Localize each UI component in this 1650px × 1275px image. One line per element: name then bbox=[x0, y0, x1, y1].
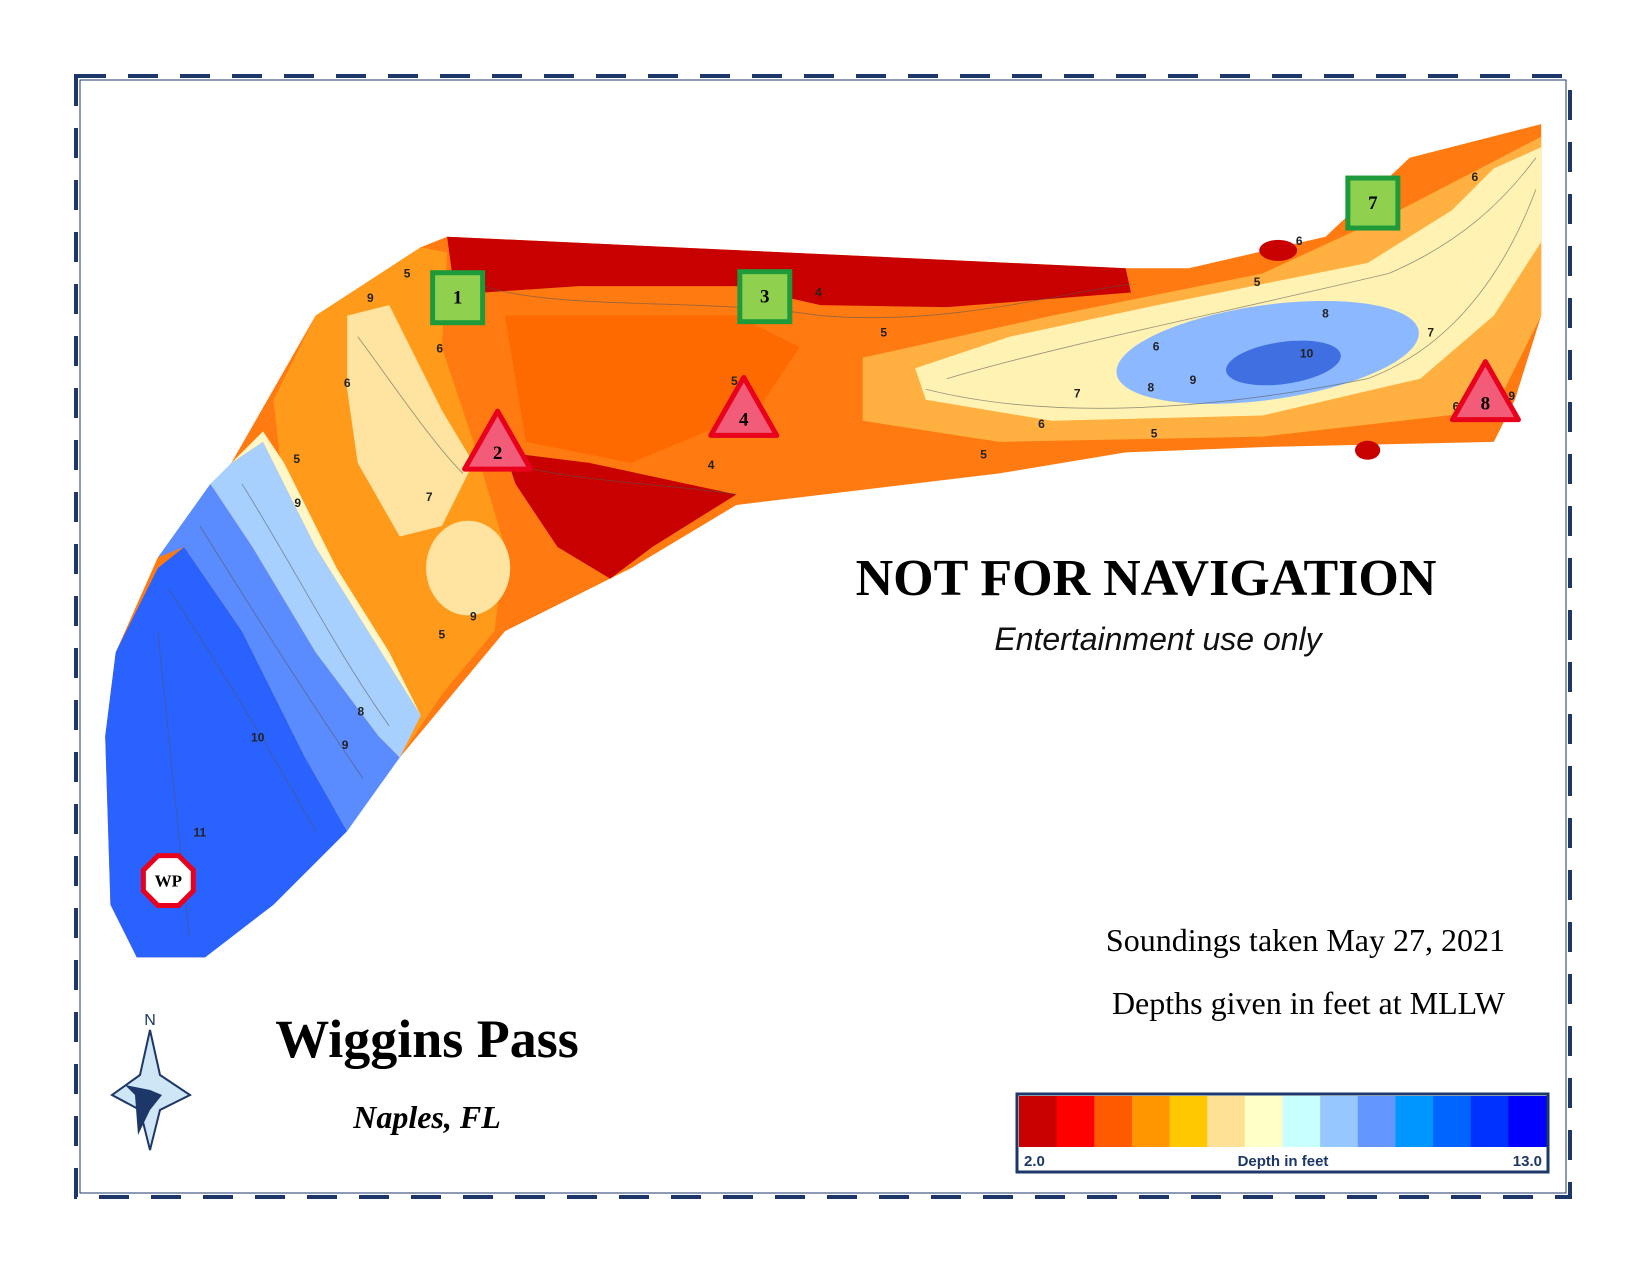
contour-label: 5 bbox=[731, 374, 738, 388]
contour-label: 9 bbox=[294, 496, 301, 510]
marker-octagon bbox=[140, 853, 196, 908]
marker-label: 2 bbox=[493, 443, 503, 464]
marker-triangle bbox=[1449, 359, 1521, 423]
legend-swatch bbox=[1131, 1096, 1171, 1147]
contour-label: 8 bbox=[357, 704, 364, 718]
warning: NOT FOR NAVIGATION bbox=[856, 550, 1437, 607]
marker-triangle bbox=[462, 408, 534, 472]
depth-zone bbox=[1354, 440, 1381, 460]
contour-label: 5 bbox=[404, 267, 411, 281]
depth-zone bbox=[210, 441, 421, 758]
legend-swatch bbox=[1019, 1096, 1058, 1147]
contour-label: 6 bbox=[1472, 170, 1479, 184]
contour-label: 4 bbox=[815, 286, 822, 300]
marker-label: 3 bbox=[760, 287, 770, 308]
contour-label: 9 bbox=[1508, 389, 1515, 403]
contour-label: 6 bbox=[1453, 399, 1460, 413]
contour-label: 6 bbox=[1153, 339, 1160, 353]
contour-label: 6 bbox=[1296, 234, 1303, 248]
disclaimer: Entertainment use only bbox=[994, 621, 1323, 657]
contour-label: 8 bbox=[1148, 380, 1155, 394]
marker-label: 4 bbox=[739, 409, 749, 430]
depth-zone bbox=[1226, 340, 1341, 386]
contour-label: 8 bbox=[1322, 307, 1329, 321]
depth-zone bbox=[347, 305, 474, 537]
contour-label: 6 bbox=[436, 341, 443, 355]
contour-label: 9 bbox=[470, 610, 477, 624]
contour-label: 9 bbox=[1190, 373, 1197, 387]
depth-zone bbox=[1259, 239, 1298, 261]
legend-swatch bbox=[1508, 1096, 1547, 1147]
contour-label: 5 bbox=[293, 452, 300, 466]
markers: 1 3 7 2 4 8 WP bbox=[140, 175, 1521, 908]
note: Depths given in feet at MLLW bbox=[1112, 985, 1506, 1021]
contour-label: 9 bbox=[367, 291, 374, 305]
contour-label: 5 bbox=[1254, 275, 1261, 289]
contour-label: 7 bbox=[1074, 387, 1081, 401]
contour-labels: 5 6 9 6 5 9 7 9 5 8 9 10 11 4 5 4 5 6 7 8 6 9 10 8 5 6 5 5 6 9 6 7 bbox=[194, 170, 1516, 839]
contour-label: 5 bbox=[438, 628, 445, 642]
contour-label: 9 bbox=[342, 738, 349, 752]
compass: N bbox=[110, 1012, 192, 1151]
depth-zone bbox=[426, 520, 511, 616]
legend-min: 2.0 bbox=[1024, 1153, 1045, 1170]
legend-title: Depth in feet bbox=[1238, 1153, 1329, 1170]
marker-label: 7 bbox=[1368, 193, 1378, 214]
contour-label: 6 bbox=[344, 376, 351, 390]
compass-rose bbox=[110, 1029, 192, 1151]
marker-square bbox=[737, 269, 793, 325]
frame-inner bbox=[79, 79, 1567, 1194]
note: Soundings taken May 27, 2021 bbox=[1106, 922, 1505, 958]
contour-label: 11 bbox=[194, 825, 207, 839]
compass-label: N bbox=[144, 1012, 156, 1029]
legend-swatch bbox=[1320, 1096, 1359, 1147]
title: Wiggins Pass bbox=[275, 1009, 579, 1069]
contour-label: 5 bbox=[880, 326, 887, 340]
contour-label: 4 bbox=[708, 458, 715, 472]
marker-label: WP bbox=[155, 872, 182, 891]
marker-square bbox=[430, 270, 486, 326]
subtitle: Naples, FL bbox=[352, 1099, 501, 1135]
contour-label: 5 bbox=[980, 448, 987, 462]
contour-label: 10 bbox=[251, 731, 265, 745]
legend-swatch bbox=[1244, 1096, 1283, 1147]
marker-triangle bbox=[708, 374, 780, 438]
contour-label: 7 bbox=[426, 490, 433, 504]
compass-needle bbox=[125, 1085, 162, 1135]
legend-swatch bbox=[1470, 1096, 1509, 1147]
legend: 2.0 Depth in feet 13.0 bbox=[1015, 1092, 1550, 1174]
depth-zone bbox=[504, 315, 800, 463]
marker-label: 1 bbox=[453, 288, 463, 309]
contour-label: 10 bbox=[1300, 347, 1314, 361]
legend-swatch bbox=[1357, 1096, 1396, 1147]
legend-swatch bbox=[1282, 1096, 1321, 1147]
contour-label: 7 bbox=[1427, 326, 1434, 340]
bathymetry bbox=[105, 124, 1542, 958]
legend-max: 13.0 bbox=[1513, 1153, 1542, 1170]
contour-label: 6 bbox=[1038, 417, 1045, 431]
depth-zone bbox=[504, 452, 737, 579]
legend-swatch bbox=[1056, 1096, 1095, 1147]
legend-swatch bbox=[1169, 1096, 1208, 1147]
contour-label: 5 bbox=[1151, 427, 1158, 441]
marker-label: 8 bbox=[1481, 394, 1491, 415]
legend-swatch bbox=[1207, 1096, 1246, 1147]
frame bbox=[74, 74, 1572, 1199]
marker-square bbox=[1345, 175, 1401, 231]
legend-swatch bbox=[1094, 1096, 1133, 1147]
legend-swatch bbox=[1395, 1096, 1434, 1147]
legend-swatch bbox=[1433, 1096, 1472, 1147]
